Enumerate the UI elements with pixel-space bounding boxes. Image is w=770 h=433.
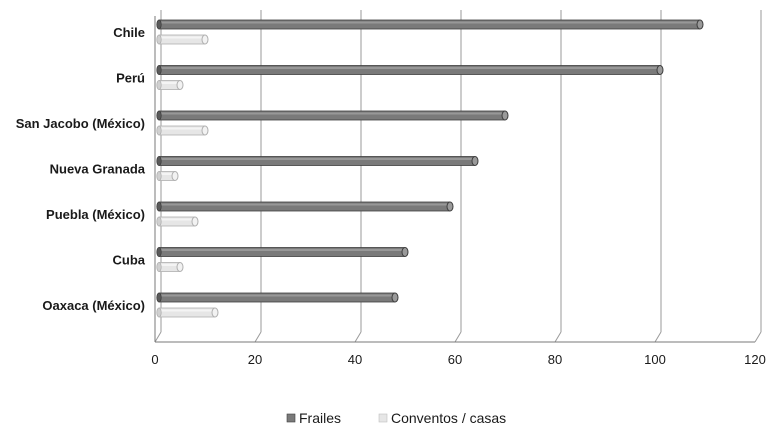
bar-conventos xyxy=(157,217,198,226)
bar-frailes xyxy=(157,248,408,257)
bar-frailes xyxy=(157,66,663,75)
bar-conventos xyxy=(157,81,183,90)
bar-frailes xyxy=(157,157,478,166)
bar-conventos xyxy=(157,35,208,44)
bar-frailes xyxy=(157,293,398,302)
bar-frailes xyxy=(157,202,453,211)
x-tick-label: 60 xyxy=(448,352,462,367)
bars xyxy=(157,20,703,317)
x-tick-label: 20 xyxy=(248,352,262,367)
category-label: Perú xyxy=(116,71,145,86)
legend-item: Conventos / casas xyxy=(379,410,506,426)
x-tick-label: 120 xyxy=(744,352,766,367)
bar-conventos xyxy=(157,172,178,181)
category-label: Nueva Granada xyxy=(50,162,146,177)
gridline xyxy=(755,10,761,342)
category-label: San Jacobo (México) xyxy=(16,116,145,131)
legend-swatch xyxy=(379,414,387,422)
bar-conventos xyxy=(157,263,183,272)
bar-frailes xyxy=(157,111,508,120)
x-tick-label: 0 xyxy=(151,352,158,367)
bar-conventos xyxy=(157,126,208,135)
bar-frailes xyxy=(157,20,703,29)
category-label: Chile xyxy=(113,25,145,40)
x-tick-label: 100 xyxy=(644,352,666,367)
gridline xyxy=(355,10,361,342)
legend-label: Conventos / casas xyxy=(391,410,506,426)
category-label: Oaxaca (México) xyxy=(42,298,145,313)
category-labels: Chile Perú San Jacobo (México) Nueva Granad… xyxy=(16,25,146,313)
gridline xyxy=(255,10,261,342)
x-tick-label: 40 xyxy=(348,352,362,367)
category-label: Cuba xyxy=(113,253,146,268)
legend-label: Frailes xyxy=(299,410,341,426)
category-label: Puebla (México) xyxy=(46,207,145,222)
gridline xyxy=(555,10,561,342)
legend-swatch xyxy=(287,414,295,422)
x-tick-label: 80 xyxy=(548,352,562,367)
legend-item: Frailes xyxy=(287,410,341,426)
gridline xyxy=(655,10,661,342)
gridline xyxy=(455,10,461,342)
grid xyxy=(155,10,761,342)
x-tick-labels: 0 20 40 60 80 100 120 xyxy=(151,352,765,367)
legend: Frailes Conventos / casas xyxy=(287,410,506,426)
bar-conventos xyxy=(157,308,218,317)
